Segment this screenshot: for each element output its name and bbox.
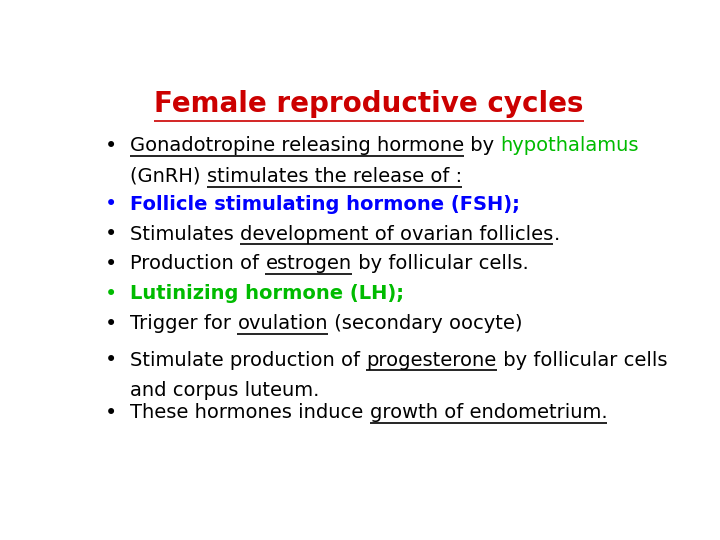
Text: •: • bbox=[105, 136, 117, 156]
Text: ovulation: ovulation bbox=[238, 314, 328, 333]
Text: •: • bbox=[105, 224, 117, 244]
Text: Gonadotropine releasing hormone: Gonadotropine releasing hormone bbox=[130, 137, 464, 156]
Text: hypothalamus: hypothalamus bbox=[500, 137, 639, 156]
Text: by follicular cells.: by follicular cells. bbox=[351, 254, 528, 273]
Text: by follicular cells: by follicular cells bbox=[497, 350, 667, 369]
Text: stimulates the release of :: stimulates the release of : bbox=[207, 167, 462, 186]
Text: These hormones induce: These hormones induce bbox=[130, 403, 369, 422]
Text: Production of: Production of bbox=[130, 254, 266, 273]
Text: (GnRH): (GnRH) bbox=[130, 167, 207, 186]
Text: and corpus luteum.: and corpus luteum. bbox=[130, 381, 320, 400]
Text: Lutinizing hormone (LH);: Lutinizing hormone (LH); bbox=[130, 285, 404, 303]
Text: development of ovarian follicles: development of ovarian follicles bbox=[240, 225, 554, 244]
Text: •: • bbox=[105, 194, 117, 214]
Text: Trigger for: Trigger for bbox=[130, 314, 238, 333]
Text: Stimulates: Stimulates bbox=[130, 225, 240, 244]
Text: Female reproductive cycles: Female reproductive cycles bbox=[154, 90, 584, 118]
Text: •: • bbox=[105, 284, 117, 304]
Text: Stimulate production of: Stimulate production of bbox=[130, 350, 366, 369]
Text: .: . bbox=[554, 225, 559, 244]
Text: by: by bbox=[464, 137, 500, 156]
Text: •: • bbox=[105, 254, 117, 274]
Text: growth of endometrium.: growth of endometrium. bbox=[369, 403, 607, 422]
Text: (secondary oocyte): (secondary oocyte) bbox=[328, 314, 523, 333]
Text: •: • bbox=[105, 350, 117, 370]
Text: Follicle stimulating hormone (FSH);: Follicle stimulating hormone (FSH); bbox=[130, 194, 520, 214]
Text: •: • bbox=[105, 314, 117, 334]
Text: progesterone: progesterone bbox=[366, 350, 497, 369]
Text: estrogen: estrogen bbox=[266, 254, 351, 273]
Text: •: • bbox=[105, 403, 117, 423]
